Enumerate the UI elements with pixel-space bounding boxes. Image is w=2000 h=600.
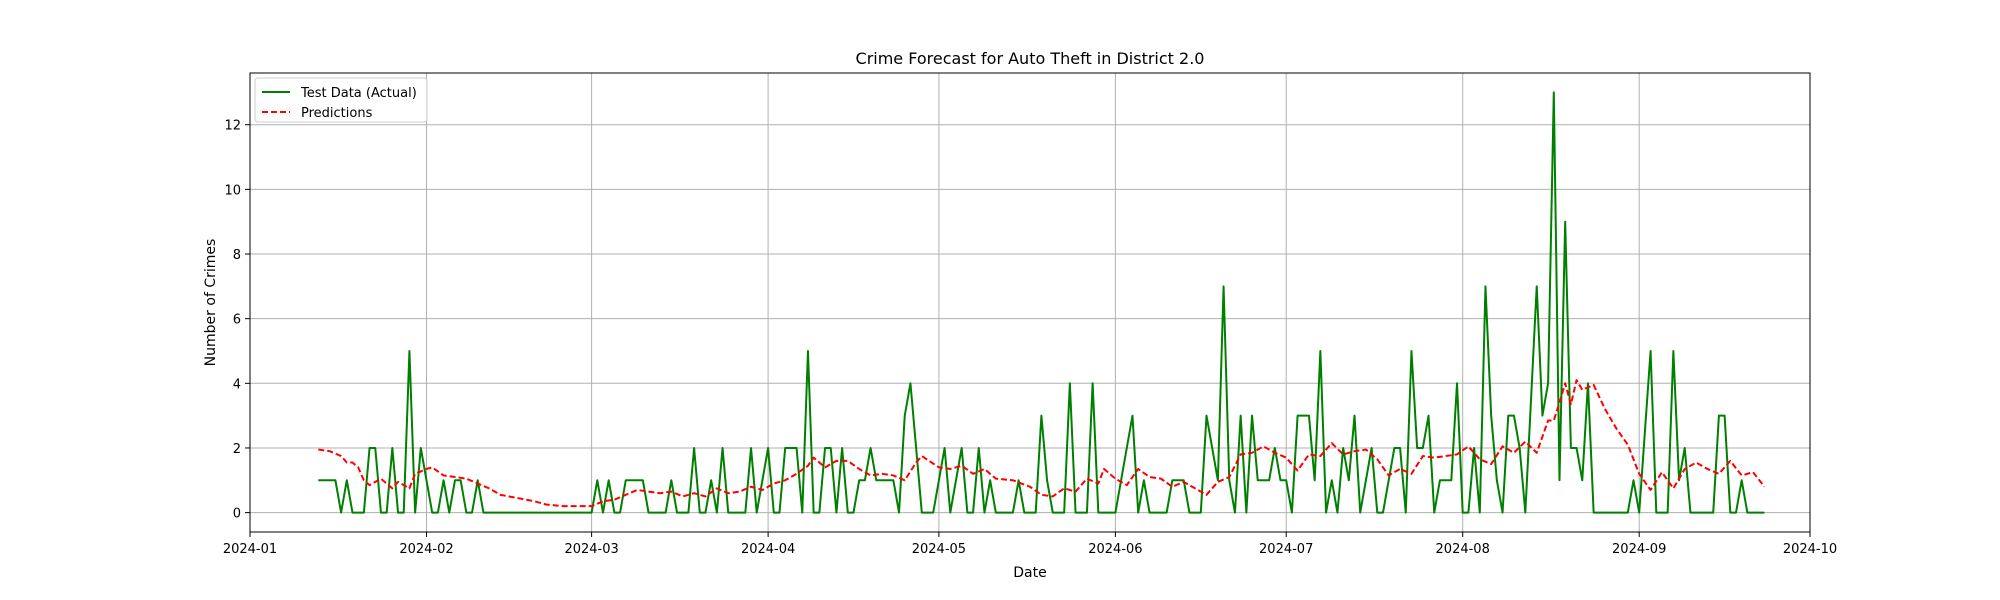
legend-label-predictions: Predictions [301, 106, 373, 121]
series-line-actual [318, 91, 1765, 514]
x-tick-label: 2024-10 [1783, 542, 1837, 557]
y-tick-label: 10 [224, 183, 241, 198]
y-tick-label: 4 [233, 377, 241, 392]
series-layer [318, 91, 1766, 514]
x-tick-label: 2024-08 [1436, 542, 1490, 557]
x-tick-label: 2024-03 [564, 542, 618, 557]
y-tick-label: 0 [233, 507, 241, 522]
y-tick-label: 6 [233, 313, 241, 328]
x-tick-label: 2024-05 [912, 542, 966, 557]
legend: Test Data (Actual) Predictions [254, 77, 428, 123]
axis-ticks: 2024-01 2024-02 2024-03 2024-04 2024-05 2024-… [223, 119, 1837, 557]
legend-box [254, 77, 428, 123]
x-tick-label: 2024-06 [1088, 542, 1142, 557]
x-axis-label: Date [1013, 565, 1046, 581]
plot-frame [249, 72, 1811, 533]
y-tick-label: 8 [233, 248, 241, 263]
x-tick-label: 2024-04 [741, 542, 795, 557]
chart-title: Crime Forecast for Auto Theft in Distric… [856, 49, 1205, 68]
x-tick-label: 2024-09 [1612, 542, 1666, 557]
x-tick-label: 2024-01 [223, 542, 277, 557]
x-tick-label: 2024-07 [1259, 542, 1313, 557]
x-tick-label: 2024-02 [399, 542, 453, 557]
series-line-predictions [318, 379, 1766, 508]
legend-label-actual: Test Data (Actual) [300, 86, 417, 101]
y-tick-label: 2 [233, 442, 241, 457]
y-tick-label: 12 [224, 119, 241, 134]
y-axis-label: Number of Crimes [203, 239, 219, 367]
